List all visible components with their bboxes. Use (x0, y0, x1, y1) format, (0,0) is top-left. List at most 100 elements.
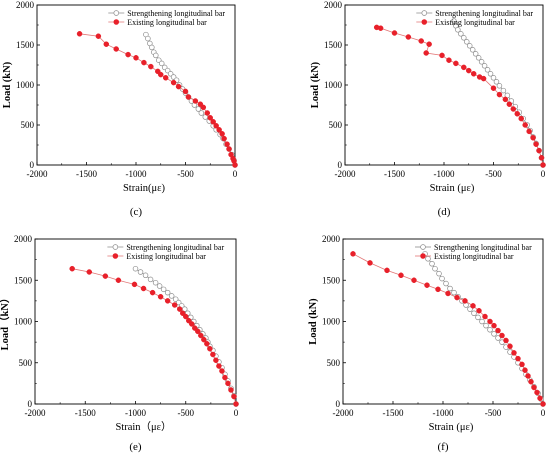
data-point-existing (540, 162, 546, 168)
legend-label: Strengthening longitudinal bar (434, 243, 532, 252)
data-point-existing (158, 71, 164, 78)
data-point-strengthening (147, 276, 154, 283)
data-point-existing (216, 127, 222, 133)
data-point-existing (189, 321, 195, 327)
y-tick-label: 1000 (16, 80, 35, 90)
data-point-existing (528, 378, 534, 385)
data-point-existing (201, 336, 207, 343)
data-point-existing (204, 341, 210, 347)
x-tick-label: 0 (541, 169, 546, 179)
data-point-strengthening (464, 39, 470, 45)
data-point-existing (538, 155, 545, 161)
data-point-existing (157, 294, 164, 300)
data-point-existing (405, 34, 412, 40)
data-point-existing (233, 401, 239, 407)
x-tick-label: -2000 (25, 408, 46, 418)
y-tick-label: 500 (19, 358, 33, 368)
data-point-existing (210, 119, 216, 125)
data-point-strengthening (443, 280, 449, 287)
y-tick-label: 0 (338, 160, 343, 170)
data-point-strengthening (149, 44, 155, 51)
y-tick-label: 500 (329, 120, 343, 130)
data-point-existing (510, 106, 517, 112)
data-point-strengthening (447, 285, 453, 292)
panel-label: (f) (438, 441, 449, 453)
data-point-existing (435, 286, 441, 293)
legend-label: Strengthening longitudinal bar (435, 9, 533, 18)
series-line-existing (376, 27, 544, 166)
data-point-strengthening (467, 306, 473, 312)
legend-marker (112, 244, 119, 250)
x-tick-label: -500 (177, 169, 194, 179)
data-point-strengthening (487, 71, 494, 77)
data-point-strengthening (483, 322, 489, 329)
data-point-existing (198, 332, 204, 339)
data-point-strengthening (472, 51, 479, 57)
series-line-existing (352, 253, 544, 405)
data-point-existing (219, 131, 225, 137)
data-point-existing (216, 363, 222, 369)
x-tick-label: -1500 (76, 169, 97, 179)
legend-label: Existing longitudinal bar (434, 252, 514, 261)
y-tick-label: 500 (327, 358, 341, 368)
y-tick-label: 0 (30, 160, 35, 170)
x-tick-label: -2000 (27, 169, 48, 179)
data-point-strengthening (466, 43, 473, 49)
x-tick-label: -1500 (384, 169, 405, 179)
data-point-existing (207, 115, 213, 121)
data-point-existing (502, 96, 509, 103)
data-point-existing (113, 46, 119, 52)
data-point-strengthening (158, 60, 165, 67)
x-tick-label: -500 (178, 408, 195, 418)
data-point-existing (519, 361, 525, 368)
data-point-strengthening (142, 272, 149, 279)
data-point-existing (141, 59, 147, 66)
y-axis-label: Load (kN) (310, 61, 321, 108)
data-point-existing (170, 79, 177, 86)
data-point-strengthening (145, 35, 151, 42)
data-point-existing (476, 308, 482, 314)
series-line-existing (72, 268, 237, 405)
data-point-existing (503, 337, 509, 344)
x-tick-label: -2000 (333, 408, 354, 418)
y-tick-label: 0 (28, 399, 33, 409)
data-point-strengthening (429, 261, 435, 267)
data-point-existing (175, 83, 182, 90)
x-tick-label: -1000 (126, 169, 147, 179)
data-point-strengthening (132, 265, 139, 272)
data-point-existing (204, 110, 211, 116)
data-point-existing (195, 328, 201, 335)
data-point-strengthening (164, 289, 171, 296)
data-point-existing (231, 393, 237, 400)
data-point-existing (185, 94, 192, 100)
data-point-existing (222, 374, 228, 381)
x-tick-label: -1000 (434, 169, 455, 179)
x-axis-label: Strain（με） (115, 421, 171, 433)
data-point-existing (423, 50, 429, 56)
x-tick-label: -1500 (75, 408, 96, 418)
x-tick-label: 0 (234, 408, 239, 418)
data-point-existing (182, 88, 189, 95)
data-point-existing (125, 51, 131, 58)
plot-frame (342, 238, 544, 405)
data-point-existing (221, 135, 227, 142)
data-point-existing (496, 91, 503, 98)
plot-frame (34, 238, 237, 405)
data-point-strengthening (495, 335, 501, 341)
legend-label: Existing longitudinal bar (127, 18, 207, 27)
data-point-existing (213, 357, 219, 364)
data-point-existing (439, 52, 445, 59)
data-point-existing (454, 294, 460, 301)
data-point-existing (446, 57, 452, 63)
data-point-existing (530, 135, 536, 141)
panel-label: (d) (438, 206, 451, 218)
data-point-existing (192, 98, 199, 104)
data-point-existing (69, 265, 75, 272)
legend-label: Existing longitudinal bar (435, 18, 515, 27)
legend-marker (113, 10, 120, 16)
data-point-existing (426, 41, 432, 47)
data-point-existing (95, 33, 102, 39)
series-line-strengthening (135, 268, 237, 405)
data-point-existing (480, 75, 487, 82)
